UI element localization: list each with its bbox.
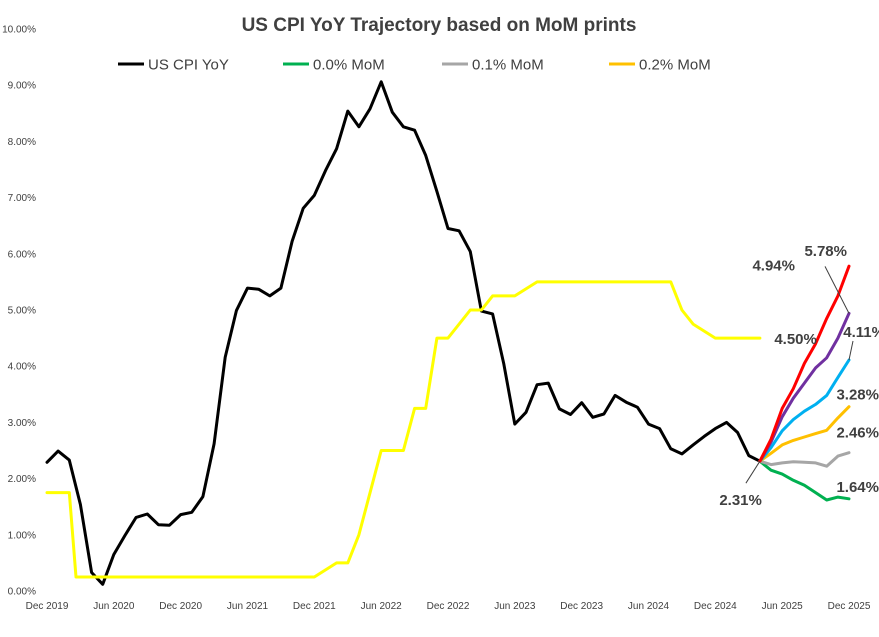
y-axis: 0.00% 1.00% 2.00% 3.00% 4.00% 5.00% 6.00% 7.00%… <box>2 25 36 598</box>
y-tick-label: 9.00% <box>8 81 36 92</box>
y-tick-label: 4.00% <box>8 362 36 373</box>
annotation-label: 4.50% <box>774 331 817 348</box>
annotation-label: 2.31% <box>719 492 762 509</box>
x-tick-label: Jun 2022 <box>361 601 403 612</box>
annotation-leader <box>824 266 850 314</box>
chart-title: US CPI YoY Trajectory based on MoM print… <box>242 15 637 36</box>
annotation-leader <box>848 340 854 361</box>
annotation-label: 4.94% <box>752 257 795 274</box>
y-tick-label: 7.00% <box>8 193 36 204</box>
annotation-label: 1.64% <box>836 479 879 496</box>
x-tick-label: Jun 2020 <box>93 601 135 612</box>
series-line-1 <box>45 280 762 579</box>
x-tick-label: Jun 2025 <box>762 601 804 612</box>
legend-label: US CPI YoY <box>148 57 229 74</box>
y-tick-label: 6.00% <box>8 249 36 260</box>
series-line-7 <box>758 264 851 463</box>
series-line-4 <box>758 405 851 463</box>
y-tick-label: 8.00% <box>8 137 36 148</box>
y-tick-label: 5.00% <box>8 306 36 317</box>
x-tick-label: Jun 2024 <box>628 601 670 612</box>
series-line-5 <box>758 358 851 463</box>
y-tick-label: 1.00% <box>8 530 36 541</box>
x-tick-label: Dec 2021 <box>293 601 336 612</box>
annotation-layer: 5.78% 4.94% 4.11% 4.50% 3.28% 2.46% 1.64% 2.31% <box>719 243 879 509</box>
series-line-6 <box>758 311 851 463</box>
series-line-2 <box>758 459 851 502</box>
annotation-leader <box>745 460 761 484</box>
annotation-label: 3.28% <box>836 387 879 404</box>
annotation-label: 4.11% <box>843 324 879 341</box>
x-tick-label: Dec 2019 <box>26 601 69 612</box>
annotation-label: 2.46% <box>836 425 879 442</box>
x-axis: Dec 2019 Jun 2020 Dec 2020 Jun 2021 Dec 2021… <box>26 601 871 612</box>
x-tick-label: Dec 2022 <box>427 601 470 612</box>
x-tick-label: Dec 2020 <box>159 601 202 612</box>
y-tick-label: 10.00% <box>2 25 36 36</box>
series-layer <box>45 80 851 586</box>
chart-legend: US CPI YoY 0.0% MoM 0.1% MoM 0.2% MoM <box>118 57 711 74</box>
annotation-label: 5.78% <box>804 243 847 260</box>
legend-label: 0.1% MoM <box>472 57 544 74</box>
legend-label: 0.0% MoM <box>313 57 385 74</box>
series-line-3 <box>758 451 851 468</box>
x-tick-label: Dec 2025 <box>828 601 871 612</box>
x-tick-label: Dec 2023 <box>560 601 603 612</box>
y-tick-label: 2.00% <box>8 474 36 485</box>
series-line-0 <box>45 80 762 586</box>
y-tick-label: 0.00% <box>8 587 36 598</box>
x-tick-label: Jun 2023 <box>494 601 536 612</box>
x-tick-label: Jun 2021 <box>227 601 269 612</box>
legend-label: 0.2% MoM <box>639 57 711 74</box>
x-tick-label: Dec 2024 <box>694 601 737 612</box>
y-tick-label: 3.00% <box>8 418 36 429</box>
